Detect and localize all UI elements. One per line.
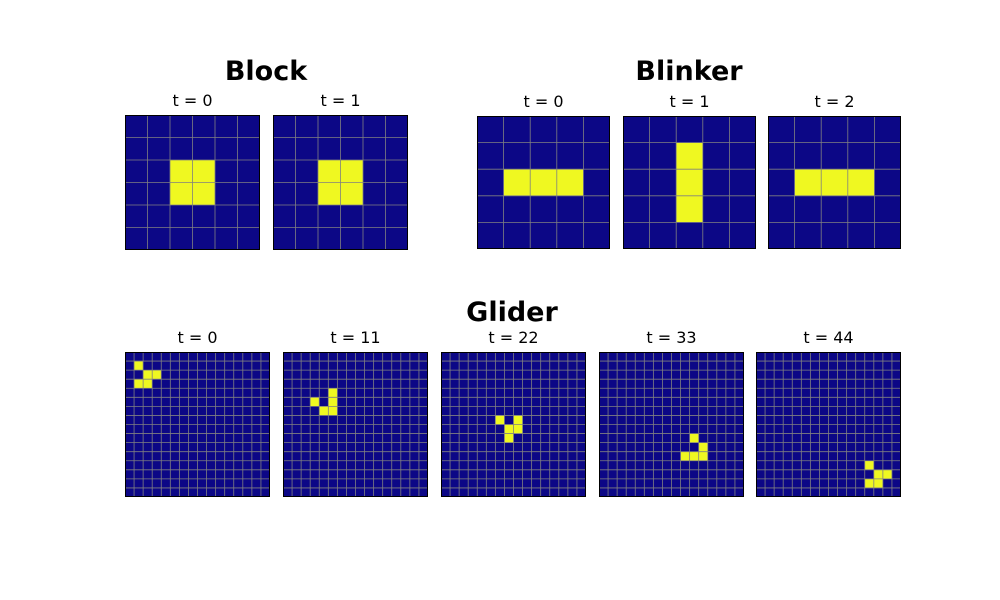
alive-cell — [504, 433, 514, 443]
alive-cell — [530, 169, 557, 196]
grid-blinker-t1 — [623, 116, 756, 249]
grid-blinker-t2 — [768, 116, 901, 249]
grid-glider-t0 — [125, 352, 270, 497]
panel-label: t = 0 — [523, 92, 564, 111]
alive-cell — [513, 424, 523, 434]
group-title-block: Block — [224, 56, 308, 87]
grid-block-t0 — [125, 115, 260, 250]
alive-cell — [319, 406, 329, 416]
group-title-blinker: Blinker — [635, 56, 743, 87]
panel-label: t = 33 — [646, 328, 697, 347]
alive-cell — [676, 169, 703, 196]
alive-cell — [340, 160, 363, 183]
alive-cell — [503, 169, 531, 196]
alive-cell — [340, 182, 363, 205]
alive-cell — [328, 388, 338, 398]
grid-glider-t11 — [283, 352, 428, 497]
grid-border — [441, 352, 586, 497]
panel-label: t = 11 — [330, 328, 381, 347]
alive-cell — [328, 397, 338, 407]
alive-cell — [689, 451, 699, 461]
alive-cell — [873, 469, 883, 479]
panel-label: t = 1 — [669, 92, 710, 111]
alive-cell — [170, 182, 193, 205]
alive-cell — [143, 370, 153, 380]
alive-cell — [821, 169, 848, 196]
alive-cell — [328, 406, 338, 416]
alive-cell — [192, 160, 215, 183]
alive-cell — [698, 451, 708, 461]
panel-label: t = 44 — [803, 328, 854, 347]
alive-cell — [556, 169, 584, 196]
alive-cell — [513, 415, 523, 425]
panel-label: t = 1 — [320, 91, 361, 110]
alive-cell — [170, 160, 193, 183]
grid-border — [125, 352, 270, 497]
alive-cell — [882, 469, 892, 479]
alive-cell — [318, 182, 341, 205]
grid-border — [283, 352, 428, 497]
grid-border — [599, 352, 744, 497]
alive-cell — [192, 182, 215, 205]
alive-cell — [495, 415, 505, 425]
alive-cell — [134, 379, 144, 389]
alive-cell — [698, 442, 708, 452]
grid-border — [477, 116, 610, 249]
alive-cell — [847, 169, 875, 196]
alive-cell — [318, 160, 341, 183]
grid-border — [623, 116, 756, 249]
alive-cell — [864, 478, 874, 488]
group-title-glider: Glider — [466, 297, 558, 328]
alive-cell — [794, 169, 822, 196]
grid-border — [273, 115, 408, 250]
grid-glider-t44 — [756, 352, 901, 497]
alive-cell — [873, 478, 883, 488]
grid-glider-t33 — [599, 352, 744, 497]
alive-cell — [689, 433, 699, 443]
grid-glider-t22 — [441, 352, 586, 497]
alive-cell — [310, 397, 320, 407]
alive-cell — [504, 424, 514, 434]
alive-cell — [134, 361, 144, 371]
panel-label: t = 0 — [172, 91, 213, 110]
alive-cell — [676, 195, 703, 223]
alive-cell — [152, 370, 162, 380]
alive-cell — [676, 142, 703, 170]
panel-label: t = 22 — [488, 328, 539, 347]
alive-cell — [680, 451, 690, 461]
panel-label: t = 2 — [814, 92, 855, 111]
panel-label: t = 0 — [177, 328, 218, 347]
grid-border — [756, 352, 901, 497]
grid-blinker-t0 — [477, 116, 610, 249]
grid-border — [125, 115, 260, 250]
alive-cell — [143, 379, 153, 389]
grid-border — [768, 116, 901, 249]
grid-block-t1 — [273, 115, 408, 250]
alive-cell — [864, 460, 874, 470]
